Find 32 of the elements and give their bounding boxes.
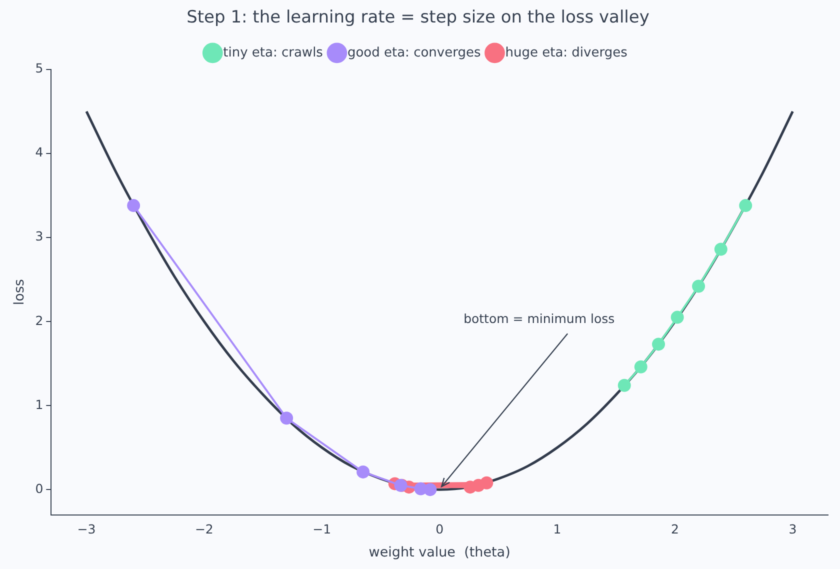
point (280, 412, 294, 425)
y-tick-label: 2 (35, 312, 44, 328)
x-tick-label: −3 (77, 522, 96, 537)
y-tick-label: 3 (35, 228, 44, 244)
x-tick-label: 3 (788, 522, 797, 537)
point (652, 338, 666, 351)
x-tick-label: 0 (436, 522, 444, 537)
point (356, 465, 370, 478)
point (634, 360, 648, 374)
point (670, 310, 684, 324)
point (692, 280, 706, 293)
point (127, 199, 140, 212)
y-tick-label: 1 (35, 396, 44, 412)
point (739, 199, 752, 212)
x-tick-label: 2 (671, 522, 679, 537)
point (714, 242, 728, 256)
y-tick-label: 0 (35, 480, 44, 496)
x-axis-title: weight value (theta) (368, 544, 510, 560)
x-tick-label: 1 (553, 522, 562, 537)
legend-label: huge eta: diverges (505, 45, 628, 60)
x-tick-label: −1 (312, 522, 332, 537)
legend-label: tiny eta: crawls (223, 45, 324, 60)
x-tick-label: −2 (194, 522, 214, 537)
y-tick-label: 5 (35, 60, 44, 76)
chart-title: Step 1: the learning rate = step size on the loss valley (186, 8, 650, 28)
point (424, 483, 437, 496)
legend-label: good eta: converges (347, 45, 481, 60)
point (618, 378, 631, 392)
annotation: bottom = minimum loss (464, 310, 615, 326)
y-axis-title: loss (12, 279, 28, 306)
point (480, 476, 494, 490)
y-tick-label: 4 (35, 144, 44, 160)
